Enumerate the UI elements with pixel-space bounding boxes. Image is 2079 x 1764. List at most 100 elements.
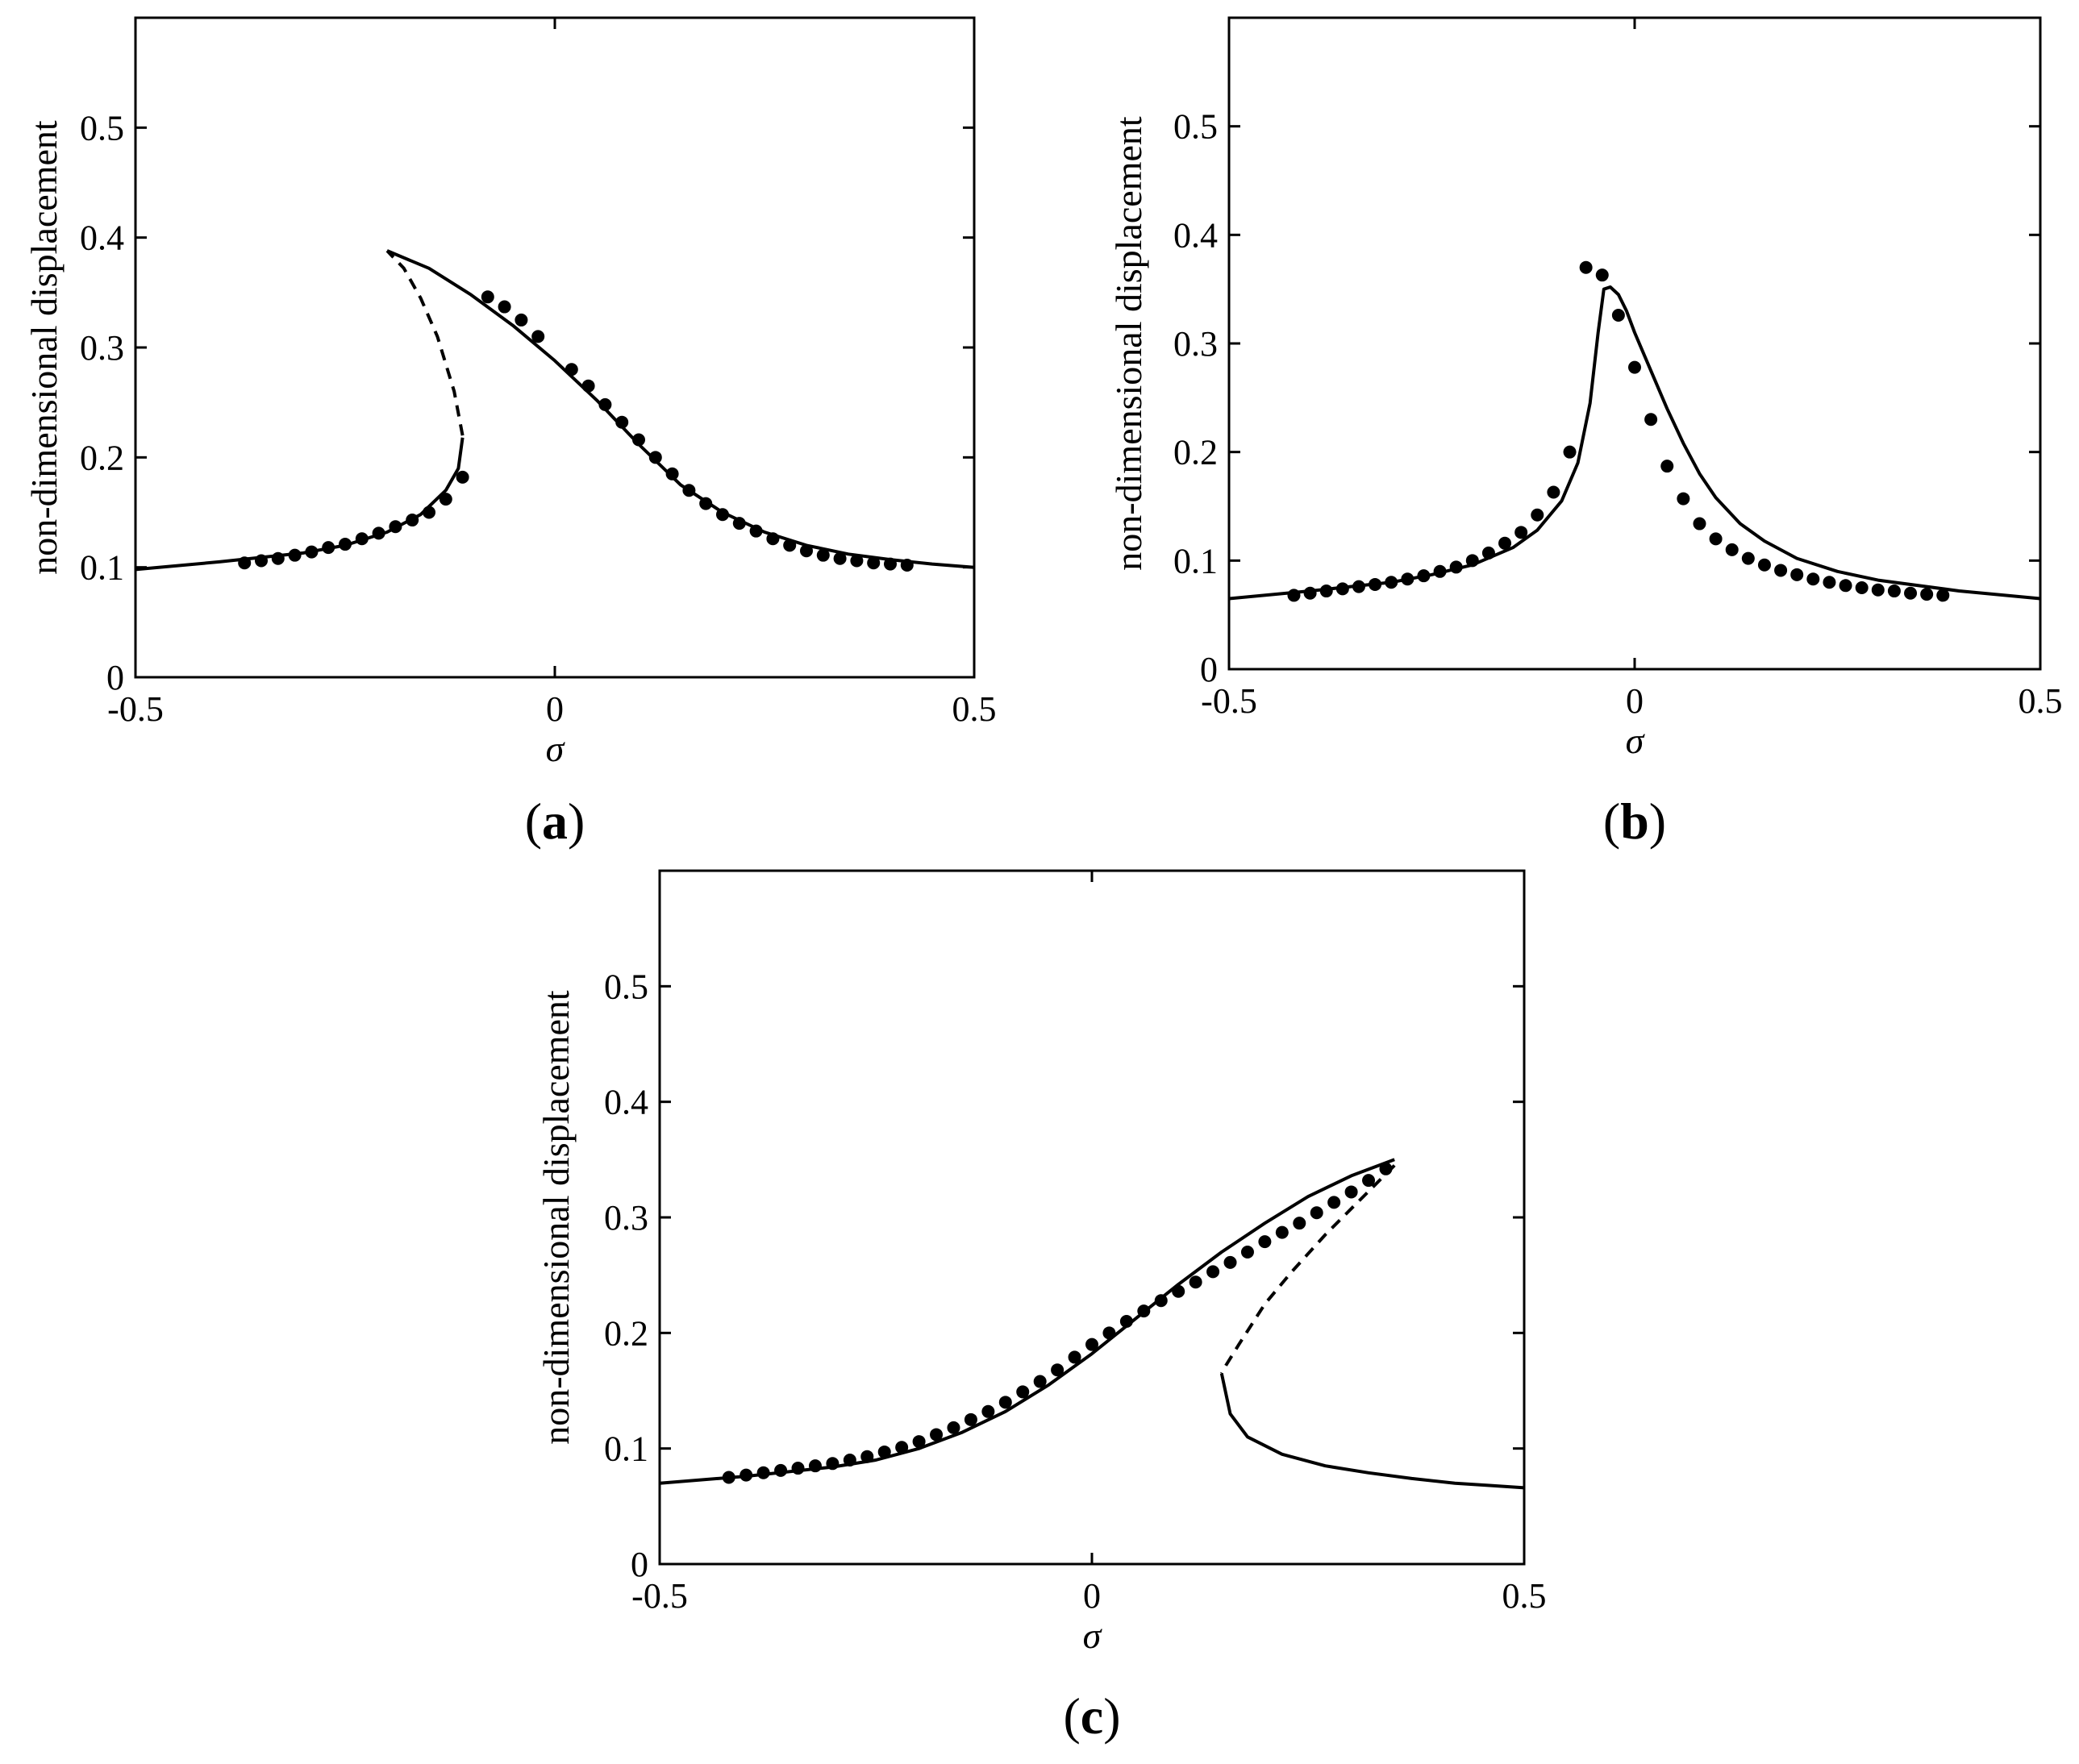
x-tick-label: 0.5: [2019, 681, 2063, 721]
data-point-marker: [565, 363, 578, 377]
data-point-marker: [1433, 564, 1447, 578]
x-tick-label: 0: [1083, 1576, 1101, 1616]
data-point-marker: [1936, 589, 1950, 602]
data-point-marker: [1839, 579, 1852, 593]
x-tick-label: 0.5: [952, 689, 997, 729]
data-point-marker: [406, 514, 419, 527]
data-point-marker: [531, 330, 545, 343]
data-point-marker: [1335, 582, 1349, 596]
data-point-marker: [1757, 558, 1771, 572]
panel-c-ylabel: non-dimensional displacement: [535, 990, 577, 1445]
data-point-marker: [1287, 589, 1301, 602]
data-point-marker: [947, 1421, 960, 1434]
data-point-marker: [860, 1450, 874, 1463]
data-point-marker: [515, 313, 528, 327]
y-tick-label: 0.5: [80, 108, 124, 148]
data-point-marker: [1563, 445, 1577, 459]
data-point-marker: [271, 551, 285, 565]
data-point-marker: [877, 1445, 891, 1458]
data-point-marker: [1051, 1363, 1064, 1377]
y-tick-label: 0.5: [604, 967, 648, 1006]
data-point-marker: [1102, 1326, 1116, 1340]
data-point-marker: [808, 1459, 822, 1473]
data-point-marker: [339, 538, 352, 551]
data-point-marker: [1189, 1275, 1202, 1289]
data-point-marker: [389, 520, 402, 534]
data-point-marker: [998, 1396, 1012, 1409]
data-point-marker: [1119, 1315, 1133, 1328]
data-point-marker: [1240, 1246, 1254, 1259]
panel-b-chart: -0.5 0 0.500.10.20.30.40.5 non-dimensional…: [1108, 16, 2063, 850]
data-point-marker: [1531, 508, 1544, 522]
data-point-marker: [850, 554, 864, 568]
data-point-marker: [756, 1466, 770, 1479]
panel-a-ticks: -0.5 0 0.500.10.20.30.40.5: [80, 18, 997, 729]
y-tick-label: 0.3: [1173, 324, 1218, 364]
data-point-marker: [699, 497, 713, 510]
data-point-marker: [1465, 554, 1479, 568]
data-point-marker: [843, 1454, 856, 1467]
panel-b-caption: (b): [1603, 793, 1666, 850]
data-point-marker: [716, 508, 729, 522]
data-point-marker: [1293, 1217, 1306, 1230]
panel-b-caption-letter: b: [1620, 793, 1649, 850]
data-point-marker: [722, 1471, 735, 1484]
unstable-branch-line: [385, 249, 465, 436]
data-point-marker: [682, 484, 696, 497]
data-point-marker: [1514, 526, 1528, 539]
data-point-marker: [1871, 583, 1885, 597]
data-point-marker: [1904, 586, 1918, 600]
data-point-marker: [800, 544, 813, 558]
panel-c-xlabel: σ: [1083, 1615, 1103, 1656]
data-point-marker: [816, 548, 830, 562]
y-tick-label: 0.2: [80, 438, 124, 477]
data-point-marker: [648, 451, 662, 464]
data-point-marker: [1579, 260, 1593, 274]
panel-c-caption: (c): [1063, 1687, 1120, 1745]
x-tick-label: 0: [1626, 681, 1644, 721]
panel-c-ticks: -0.5 0 0.500.10.20.30.40.5: [604, 871, 1547, 1616]
data-point-marker: [1790, 568, 1804, 581]
data-point-marker: [1823, 576, 1836, 589]
data-point-marker: [833, 551, 847, 565]
data-point-marker: [964, 1412, 977, 1426]
data-point-marker: [867, 556, 881, 570]
data-point-marker: [1344, 1185, 1358, 1199]
data-point-marker: [912, 1435, 926, 1449]
data-point-marker: [632, 433, 645, 447]
data-point-marker: [1319, 585, 1333, 598]
y-tick-label: 0.4: [80, 218, 124, 258]
data-point-marker: [826, 1457, 840, 1471]
data-point-marker: [1401, 572, 1414, 586]
data-point-marker: [1085, 1338, 1098, 1351]
unstable-branch-line: [1220, 1164, 1396, 1375]
data-point-marker: [423, 505, 435, 519]
data-point-marker: [355, 532, 369, 546]
panel-a-caption: (a): [525, 793, 585, 850]
data-point-marker: [732, 517, 746, 530]
data-point-marker: [581, 379, 595, 393]
data-point-marker: [255, 554, 268, 568]
data-point-marker: [749, 524, 763, 538]
data-point-marker: [1223, 1255, 1237, 1269]
data-point-marker: [1362, 1174, 1376, 1188]
data-point-marker: [1303, 586, 1317, 600]
data-point-marker: [981, 1404, 995, 1418]
data-point-marker: [305, 545, 319, 559]
y-tick-label: 0.4: [604, 1083, 648, 1122]
data-point-marker: [1677, 492, 1690, 505]
data-point-marker: [1385, 576, 1398, 589]
data-point-marker: [1275, 1225, 1289, 1239]
panel-c-series: [659, 1158, 1525, 1490]
y-tick-label: 0: [631, 1545, 648, 1584]
data-point-marker: [665, 467, 679, 481]
data-point-marker: [1310, 1206, 1323, 1220]
data-point-marker: [598, 397, 612, 411]
data-point-marker: [1379, 1162, 1393, 1175]
x-tick-label: -0.5: [1201, 681, 1257, 721]
panel-a-series: [135, 249, 975, 572]
panel-b-ylabel: non-dimensional displacement: [1108, 116, 1149, 571]
data-point-marker: [1806, 572, 1820, 586]
panel-b-ticks: -0.5 0 0.500.10.20.30.40.5: [1173, 18, 2063, 721]
